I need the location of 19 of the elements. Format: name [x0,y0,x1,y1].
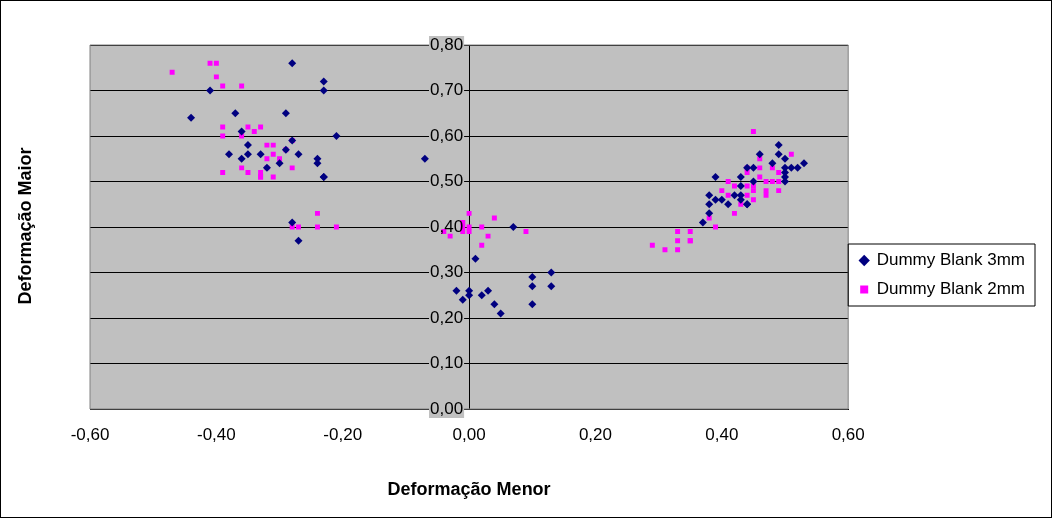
x-tick-label: 0,20 [578,424,613,444]
y-axis-title: Deformação Maior [14,147,36,305]
y-tick-label: 0,10 [430,353,464,373]
legend-label: Dummy Blank 3mm [876,250,1026,270]
x-tick-label: 0,40 [705,424,739,444]
x-tick-label: -0,60 [70,424,110,444]
x-tick-label: -0,40 [196,424,236,444]
y-tick-label: 0,60 [430,125,464,145]
x-tick-label: 0,00 [452,424,486,444]
y-tick-label: 0,50 [430,171,464,191]
y-tick-label: 0,30 [430,262,464,282]
x-tick-label: 0,60 [831,424,865,444]
legend-label: Dummy Blank 2mm [876,279,1026,299]
x-axis-title: Deformação Menor [387,479,551,500]
y-tick-label: 0,00 [430,398,464,418]
x-tick-label: -0,20 [323,424,363,444]
y-tick-label: 0,20 [430,307,464,327]
y-tick-label: 0,80 [430,34,464,54]
y-tick-label: 0,70 [430,80,464,100]
